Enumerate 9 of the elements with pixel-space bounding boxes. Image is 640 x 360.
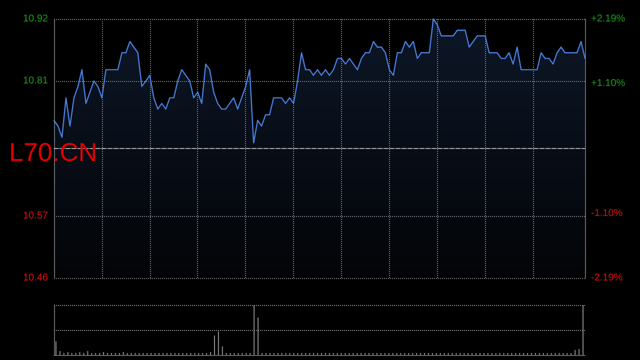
y2-tick-label: +2.19% <box>591 14 626 24</box>
y-tick-label: 10.92 <box>22 14 48 24</box>
y2-tick-label: -2.19% <box>591 272 623 284</box>
y2-tick-label: -1.10% <box>591 208 623 220</box>
y2-tick-label: +1.10% <box>591 78 626 89</box>
y-tick-label: 10.46 <box>22 272 48 284</box>
text: L70.CN <box>9 137 98 167</box>
y-tick-label: 10.81 <box>22 75 48 86</box>
y-tick-label: 10.57 <box>22 210 48 222</box>
